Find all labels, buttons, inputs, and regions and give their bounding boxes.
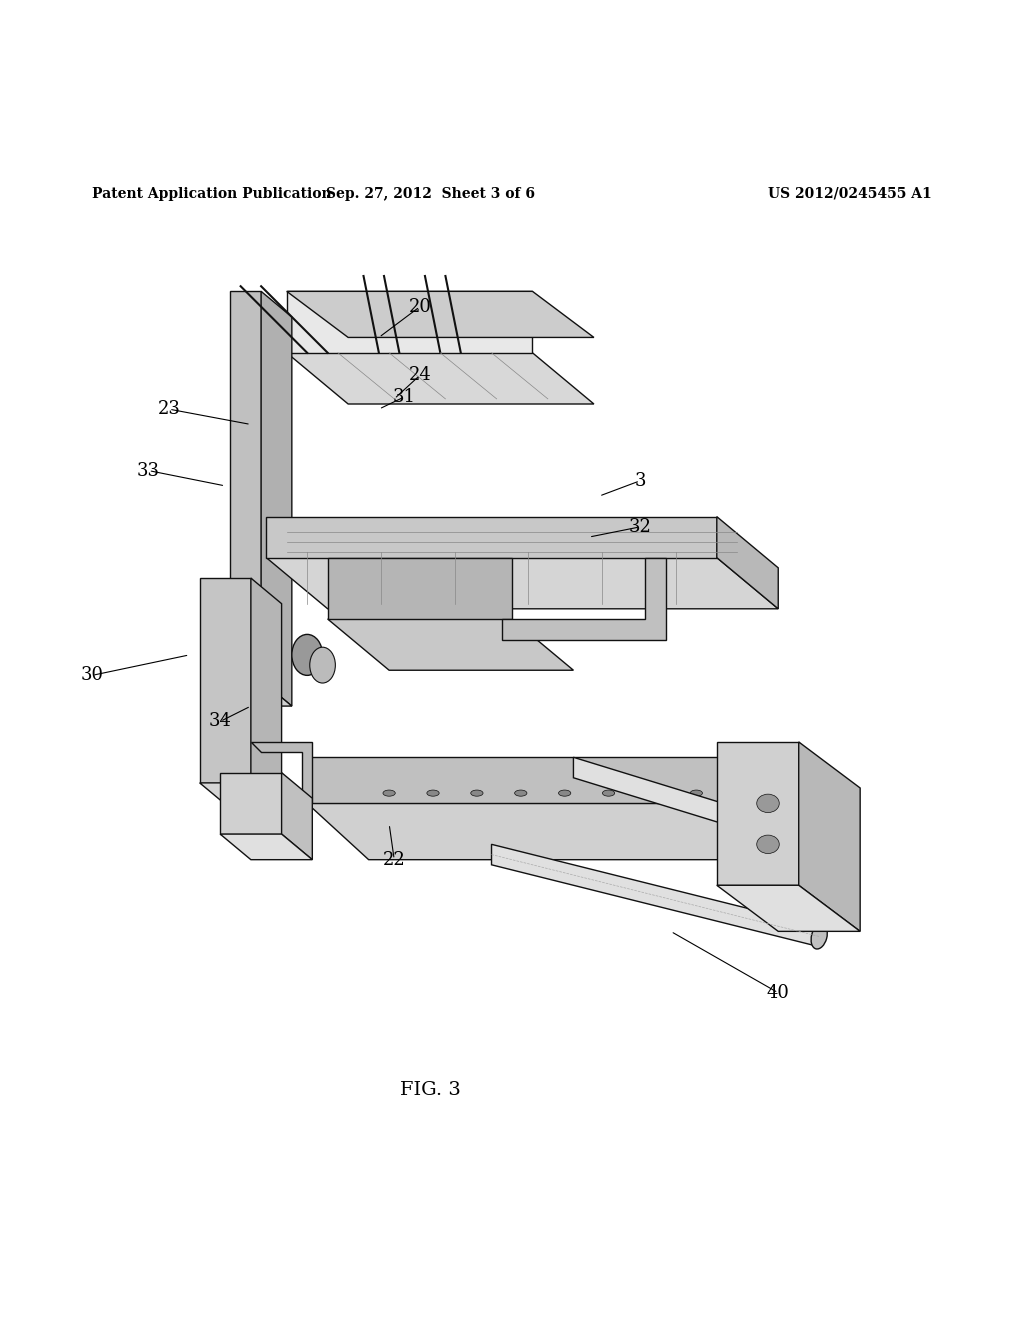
Text: 40: 40 — [767, 983, 790, 1002]
Polygon shape — [287, 292, 594, 338]
Ellipse shape — [309, 647, 336, 682]
Text: 32: 32 — [629, 517, 651, 536]
Ellipse shape — [831, 837, 848, 862]
Polygon shape — [200, 578, 251, 783]
Ellipse shape — [690, 791, 702, 796]
Polygon shape — [307, 758, 737, 804]
Polygon shape — [287, 352, 594, 404]
Text: US 2012/0245455 A1: US 2012/0245455 A1 — [768, 187, 932, 201]
Text: 31: 31 — [393, 388, 416, 405]
Ellipse shape — [646, 791, 658, 796]
Text: 22: 22 — [383, 850, 406, 869]
Polygon shape — [282, 772, 312, 859]
Text: 23: 23 — [158, 400, 180, 418]
Polygon shape — [251, 578, 282, 808]
Text: Patent Application Publication: Patent Application Publication — [92, 187, 332, 201]
Text: Sep. 27, 2012  Sheet 3 of 6: Sep. 27, 2012 Sheet 3 of 6 — [326, 187, 535, 201]
Ellipse shape — [471, 791, 483, 796]
Polygon shape — [717, 742, 799, 886]
Polygon shape — [573, 758, 840, 859]
Text: 24: 24 — [409, 367, 431, 384]
Ellipse shape — [292, 635, 323, 676]
Polygon shape — [220, 772, 282, 834]
Text: FIG. 3: FIG. 3 — [399, 1081, 461, 1100]
Polygon shape — [502, 557, 666, 639]
Polygon shape — [328, 619, 573, 671]
Ellipse shape — [515, 791, 527, 796]
Ellipse shape — [602, 791, 614, 796]
Ellipse shape — [757, 795, 779, 813]
Ellipse shape — [383, 791, 395, 796]
Ellipse shape — [757, 836, 779, 854]
Polygon shape — [200, 783, 282, 808]
Polygon shape — [220, 834, 312, 859]
Polygon shape — [307, 804, 799, 859]
Polygon shape — [737, 758, 799, 859]
Text: 30: 30 — [81, 667, 103, 684]
Polygon shape — [266, 557, 778, 609]
Polygon shape — [492, 845, 819, 946]
Text: 33: 33 — [137, 462, 160, 479]
Text: 34: 34 — [209, 713, 231, 730]
Polygon shape — [230, 292, 261, 681]
Polygon shape — [717, 886, 860, 932]
Polygon shape — [261, 292, 292, 706]
Polygon shape — [717, 516, 778, 609]
Polygon shape — [230, 681, 292, 706]
Polygon shape — [251, 742, 312, 804]
Ellipse shape — [558, 791, 570, 796]
Text: 3: 3 — [634, 471, 646, 490]
Ellipse shape — [811, 924, 827, 949]
Polygon shape — [287, 292, 532, 352]
Polygon shape — [266, 516, 717, 557]
Text: 20: 20 — [409, 298, 431, 315]
Polygon shape — [328, 557, 512, 619]
Ellipse shape — [427, 791, 439, 796]
Polygon shape — [799, 742, 860, 932]
